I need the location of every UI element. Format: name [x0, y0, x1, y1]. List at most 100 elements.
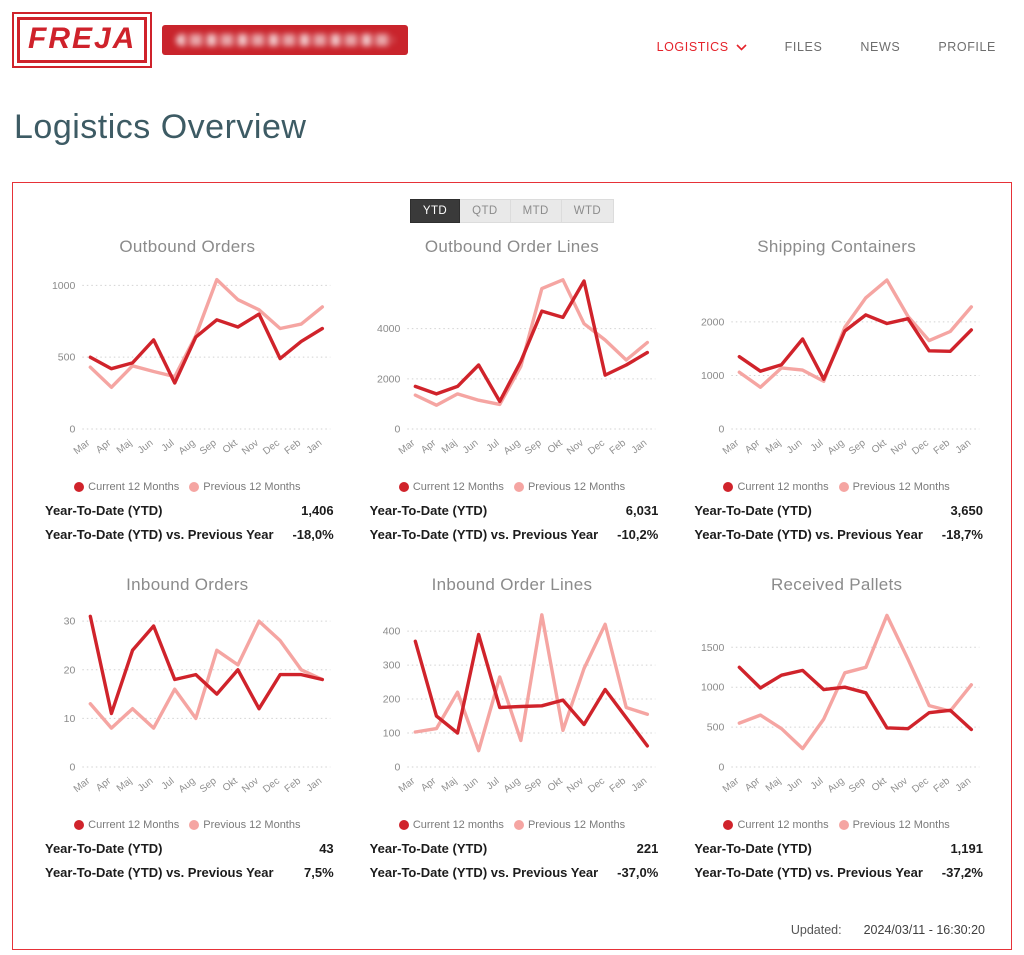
chart-title: Outbound Order Lines [424, 237, 600, 256]
svg-text:Sep: Sep [523, 775, 544, 795]
svg-text:Apr: Apr [94, 775, 114, 794]
chart-title: Received Pallets [770, 575, 903, 594]
svg-text:Apr: Apr [744, 437, 764, 456]
svg-text:Nov: Nov [565, 438, 586, 458]
updated-timestamp: 2024/03/11 - 16:30:20 [863, 923, 985, 937]
svg-text:Feb: Feb [607, 437, 628, 457]
kpi-table: Year-To-Date (YTD) 1,406 Year-To-Date (YT… [45, 503, 334, 551]
svg-text:Apr: Apr [94, 437, 114, 456]
chart-canvas-received-pallets[interactable]: 0 500 1000 1500 Mar Apr Maj Jun Jul Aug Sep Okt Nov D… [678, 595, 995, 823]
kpi-row-vs-previous: Year-To-Date (YTD) vs. Previous Year -10,… [369, 527, 659, 542]
svg-text:Feb: Feb [283, 437, 304, 457]
svg-text:0: 0 [719, 762, 725, 774]
kpi-row-vs-previous: Year-To-Date (YTD) vs. Previous Year 7,5% [45, 865, 334, 880]
svg-text:Jun: Jun [136, 776, 155, 795]
chart-legend: Current 12 Months Previous 12 Months [29, 819, 346, 831]
svg-text:Aug: Aug [501, 776, 522, 796]
period-tabs: YTD QTD MTD WTD [409, 199, 615, 223]
tab-mtd[interactable]: MTD [510, 199, 562, 223]
kpi-row-vs-previous: Year-To-Date (YTD) vs. Previous Year -37,… [694, 865, 983, 880]
svg-text:Dec: Dec [586, 776, 607, 796]
svg-text:0: 0 [394, 762, 400, 774]
tab-wtd[interactable]: WTD [561, 199, 615, 223]
svg-text:Feb: Feb [283, 775, 304, 795]
svg-text:Okt: Okt [870, 776, 889, 794]
chart-card-received-pallets: Received Pallets 0 500 1000 1500 Mar Apr Maj Ju… [678, 565, 995, 889]
chart-canvas-shipping-containers[interactable]: 0 1000 2000 Mar Apr Maj Jun Jul Aug Sep Okt Nov Dec F… [678, 257, 995, 485]
svg-text:500: 500 [58, 352, 76, 364]
kpi-table: Year-To-Date (YTD) 221 Year-To-Date (YTD)… [370, 841, 659, 889]
previous-series-dot-icon [838, 482, 849, 492]
tab-ytd[interactable]: YTD [409, 199, 461, 223]
svg-text:Aug: Aug [177, 438, 198, 458]
nav-profile[interactable]: PROFILE [938, 40, 996, 54]
top-nav: LOGISTICS FILES NEWS PROFILE [657, 40, 996, 54]
current-series-dot-icon [723, 820, 734, 830]
nav-logistics[interactable]: LOGISTICS [657, 40, 747, 54]
previous-series-dot-icon [513, 482, 524, 492]
svg-text:Nov: Nov [240, 438, 261, 458]
svg-text:Jan: Jan [954, 438, 973, 457]
svg-text:Jul: Jul [160, 438, 177, 455]
current-series-dot-icon [74, 820, 85, 830]
current-series-dot-icon [74, 482, 85, 492]
svg-text:Mar: Mar [396, 437, 417, 457]
chart-title: Shipping Containers [757, 237, 917, 256]
svg-text:Sep: Sep [847, 775, 868, 795]
nav-news[interactable]: NEWS [860, 40, 901, 54]
svg-text:Okt: Okt [545, 438, 564, 456]
previous-series-dot-icon [513, 820, 524, 830]
svg-text:Jun: Jun [785, 438, 804, 457]
svg-text:Apr: Apr [419, 775, 439, 794]
nav-files[interactable]: FILES [784, 40, 823, 54]
svg-text:Maj: Maj [115, 776, 134, 795]
svg-text:0: 0 [719, 424, 725, 436]
redacted-text-blur [176, 34, 395, 46]
svg-text:2000: 2000 [377, 373, 401, 385]
charts-row-2: Inbound Orders 0 10 20 30 Mar Apr Maj Jun Jul Aug… [13, 565, 1011, 889]
kpi-table: Year-To-Date (YTD) 43 Year-To-Date (YTD) … [45, 841, 334, 889]
svg-text:0: 0 [394, 424, 400, 436]
chart-card-shipping-containers: Shipping Containers 0 1000 2000 Mar Apr Maj Ju… [678, 227, 995, 551]
chart-canvas-outbound-orders[interactable]: 0 500 1000 Mar Apr Maj Jun Jul Aug Sep Okt Nov Dec Fe… [29, 257, 346, 485]
svg-text:200: 200 [382, 694, 400, 706]
svg-text:Maj: Maj [764, 776, 783, 795]
svg-text:Mar: Mar [72, 437, 93, 457]
header: FREJA LOGISTICS FILES NEWS PROFILE [0, 0, 1024, 68]
svg-text:Jul: Jul [160, 776, 177, 793]
kpi-row-ytd: Year-To-Date (YTD) 43 [45, 841, 334, 856]
svg-text:Feb: Feb [932, 437, 953, 457]
current-series-dot-icon [398, 482, 409, 492]
freja-logo[interactable]: FREJA [12, 12, 153, 68]
svg-text:Aug: Aug [826, 776, 847, 796]
svg-text:Sep: Sep [198, 775, 219, 795]
svg-text:30: 30 [64, 616, 76, 628]
charts-row-1: Outbound Orders 0 500 1000 Mar Apr Maj Jun Jul A… [13, 227, 1011, 551]
svg-text:2000: 2000 [701, 316, 725, 328]
chart-canvas-inbound-orders[interactable]: 0 10 20 30 Mar Apr Maj Jun Jul Aug Sep Okt Nov Dec Feb… [29, 595, 346, 823]
svg-text:Okt: Okt [545, 776, 564, 794]
svg-text:0: 0 [69, 762, 75, 774]
svg-text:Jul: Jul [484, 776, 501, 793]
svg-text:Jun: Jun [136, 438, 155, 457]
chart-legend: Current 12 Months Previous 12 Months [354, 481, 671, 493]
svg-text:Jan: Jan [954, 776, 973, 795]
chart-legend: Current 12 months Previous 12 Months [678, 481, 995, 493]
svg-text:Mar: Mar [396, 775, 417, 795]
page-title: Logistics Overview [14, 108, 307, 146]
svg-text:Okt: Okt [870, 438, 889, 456]
chart-canvas-inbound-order-lines[interactable]: 0 100 200 300 400 Mar Apr Maj Jun Jul Aug Sep Okt Nov… [354, 595, 671, 823]
svg-text:10: 10 [64, 713, 76, 725]
svg-text:Jan: Jan [629, 776, 648, 795]
svg-text:Maj: Maj [764, 438, 783, 457]
svg-text:Dec: Dec [261, 776, 282, 796]
svg-text:Maj: Maj [440, 776, 459, 795]
svg-text:Jun: Jun [785, 776, 804, 795]
kpi-row-vs-previous: Year-To-Date (YTD) vs. Previous Year -18,… [45, 527, 334, 542]
tab-qtd[interactable]: QTD [460, 199, 511, 223]
svg-text:Sep: Sep [198, 437, 219, 457]
chart-card-inbound-order-lines: Inbound Order Lines 0 100 200 300 400 Mar Apr M… [354, 565, 671, 889]
chart-canvas-outbound-order-lines[interactable]: 0 2000 4000 Mar Apr Maj Jun Jul Aug Sep Okt Nov Dec F… [354, 257, 671, 485]
svg-text:Feb: Feb [932, 775, 953, 795]
